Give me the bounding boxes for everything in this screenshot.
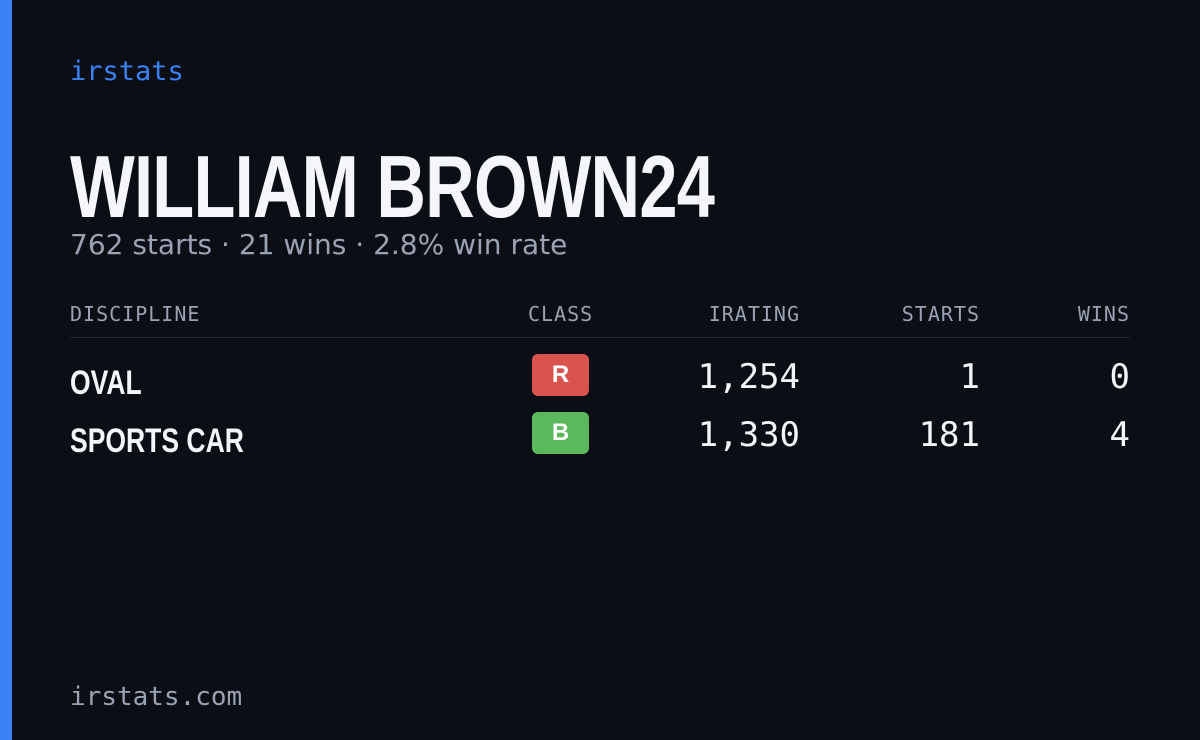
brand: irstats — [70, 56, 184, 87]
footer-url: irstats.com — [70, 682, 243, 712]
header-cell: DISCIPLINE — [70, 302, 201, 326]
header-cell: WINS — [1077, 302, 1130, 326]
header-cell: CLASS — [528, 302, 594, 326]
discipline: OVAL — [70, 364, 142, 402]
player-name: WILLIAM BROWN24 — [70, 137, 715, 236]
starts: 1 — [959, 357, 980, 397]
starts: 181 — [918, 415, 980, 455]
class-badge: R — [532, 354, 589, 396]
accent-stripe — [0, 0, 12, 740]
wins: 4 — [1109, 415, 1130, 455]
header-cell: STARTS — [901, 302, 980, 326]
divider — [70, 337, 1130, 338]
header-cell: IRATING — [708, 302, 800, 326]
class-badge: B — [532, 412, 589, 454]
discipline: SPORTS CAR — [70, 422, 244, 460]
irating: 1,330 — [697, 415, 800, 455]
irating: 1,254 — [697, 357, 800, 397]
wins: 0 — [1109, 357, 1130, 397]
summary: 762 starts · 21 wins · 2.8% win rate — [70, 228, 568, 261]
